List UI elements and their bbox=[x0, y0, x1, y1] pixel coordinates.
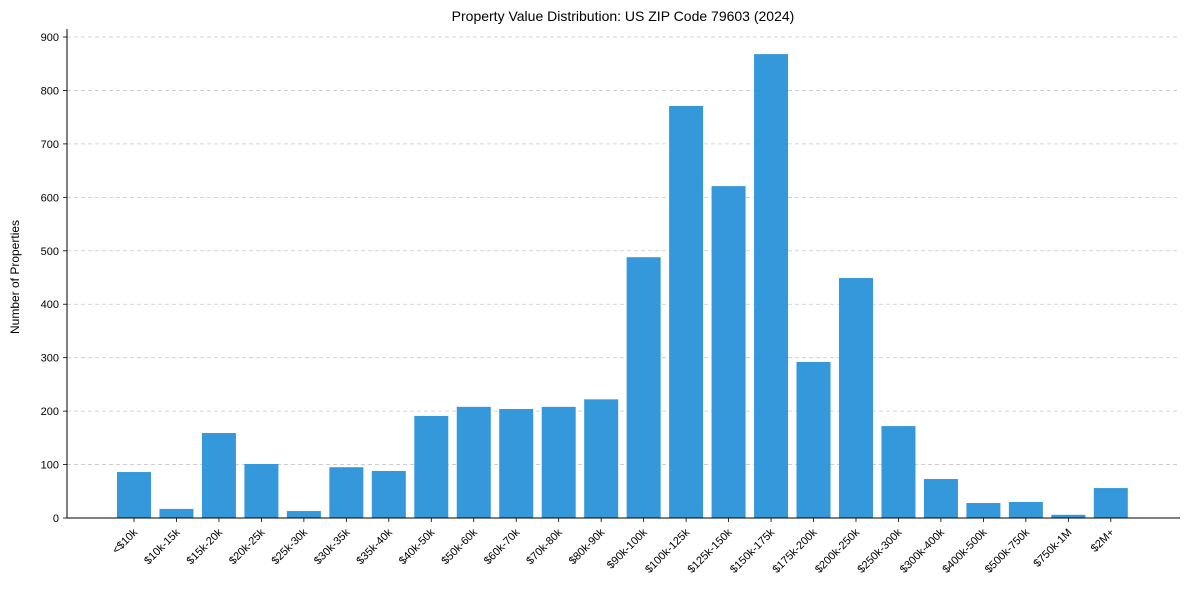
gridlines bbox=[67, 36, 1180, 465]
x-tick-label: $25k-30k bbox=[270, 526, 311, 567]
x-tick-label: $70k-80k bbox=[524, 526, 565, 567]
bar bbox=[626, 257, 661, 518]
bar bbox=[796, 361, 831, 518]
x-tick-label: $300k-400k bbox=[898, 526, 947, 575]
bar bbox=[966, 503, 1001, 518]
x-tick-label: $90k-100k bbox=[605, 526, 650, 571]
x-tick-label: $10k-15k bbox=[142, 526, 183, 567]
y-tick-label: 300 bbox=[41, 353, 59, 365]
y-tick-label: 600 bbox=[41, 192, 59, 204]
bar bbox=[456, 406, 491, 518]
x-tick-label: <$10k bbox=[110, 526, 140, 556]
x-ticks: <$10k $10k-15k $15k-20k $20k-25k $25k-30k $30… bbox=[110, 518, 1117, 576]
y-tick-label: 400 bbox=[41, 299, 59, 311]
x-tick-label: $35k-40k bbox=[354, 526, 395, 567]
bar bbox=[1093, 488, 1128, 518]
y-axis-label: Number of Properties bbox=[8, 220, 22, 334]
bar bbox=[244, 464, 279, 518]
x-tick-label: $750k-1M bbox=[1031, 527, 1074, 570]
x-tick-label: $40k-50k bbox=[397, 526, 438, 567]
bar bbox=[838, 278, 873, 518]
y-tick-label: 100 bbox=[41, 460, 59, 472]
bar bbox=[881, 426, 916, 518]
axes bbox=[66, 29, 1180, 519]
bars bbox=[117, 54, 1128, 519]
bar bbox=[159, 508, 194, 518]
x-tick-label: $150k-175k bbox=[728, 526, 777, 575]
x-tick-label: $60k-70k bbox=[482, 526, 523, 567]
x-tick-label: $500k-750k bbox=[983, 526, 1032, 575]
bar bbox=[499, 408, 534, 518]
bar bbox=[584, 399, 619, 518]
x-tick-label: $50k-60k bbox=[439, 526, 480, 567]
y-tick-label: 900 bbox=[41, 32, 59, 44]
bar bbox=[371, 470, 406, 518]
x-tick-label: $80k-90k bbox=[567, 526, 608, 567]
bar bbox=[1008, 501, 1043, 518]
bar bbox=[286, 511, 321, 518]
x-tick-label: $100k-125k bbox=[643, 526, 692, 575]
y-tick-label: 800 bbox=[41, 85, 59, 97]
bar bbox=[754, 54, 789, 518]
bar bbox=[711, 186, 746, 518]
bar bbox=[1051, 514, 1086, 518]
bar bbox=[669, 105, 704, 519]
bar bbox=[414, 415, 449, 518]
y-ticks: 0 100 200 300 400 500 600 700 800 900 bbox=[41, 32, 67, 525]
x-tick-label: $175k-200k bbox=[770, 526, 819, 575]
x-tick-label: $30k-35k bbox=[312, 526, 353, 567]
x-tick-label: $250k-300k bbox=[855, 526, 904, 575]
bar bbox=[923, 478, 958, 518]
bar bbox=[117, 472, 151, 518]
bar bbox=[329, 467, 364, 518]
y-tick-label: 700 bbox=[41, 139, 59, 151]
x-tick-label: $2M+ bbox=[1089, 527, 1117, 555]
x-tick-label: $400k-500k bbox=[940, 526, 989, 575]
bar bbox=[541, 406, 576, 518]
y-tick-label: 0 bbox=[53, 513, 59, 525]
chart-title: Property Value Distribution: US ZIP Code… bbox=[452, 8, 795, 24]
y-tick-label: 200 bbox=[41, 406, 59, 418]
x-tick-label: $20k-25k bbox=[227, 526, 268, 567]
x-tick-label: $200k-250k bbox=[813, 526, 862, 575]
x-tick-label: $125k-150k bbox=[686, 526, 735, 575]
bar bbox=[201, 433, 236, 518]
y-tick-label: 500 bbox=[41, 246, 59, 258]
x-tick-label: $15k-20k bbox=[185, 526, 226, 567]
